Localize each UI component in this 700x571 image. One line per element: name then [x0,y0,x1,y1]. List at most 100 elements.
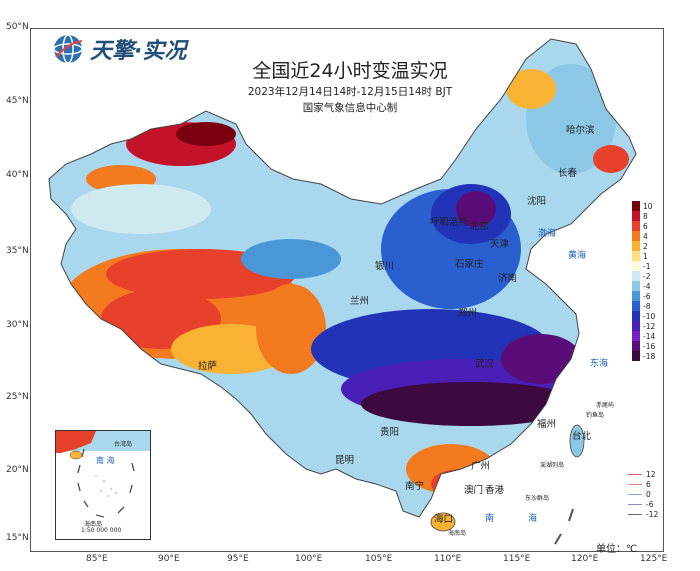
legend-label: -4 [643,281,651,291]
city-label: 昆明 [335,455,355,466]
lat-label: 40°N [6,170,29,180]
lon-label: 115°E [503,554,531,564]
city-label: 福州 [537,419,557,430]
city-label: 长春 [558,168,578,179]
inset-island-label: 海南岛 [84,521,103,528]
lat-label: 20°N [6,465,29,475]
sea-label: 黄海 [568,251,587,261]
line-legend: 12 6 0 -6 -12 [628,469,658,519]
city-label: 沈阳 [527,196,547,207]
south-china-sea-inset: 台湾岛 南 海 海南岛 1:50 000 000 [55,430,151,540]
legend-swatch [632,211,640,221]
legend-swatch [632,251,640,261]
line-legend-entry: -6 [628,499,658,509]
lon-label: 100°E [295,554,323,564]
lat-label: 30°N [6,320,29,330]
lat-label: 35°N [6,246,29,256]
sea-label: 渤海 [538,229,557,239]
line-legend-swatch [628,473,642,475]
legend-swatch [632,331,640,341]
line-legend-label: 12 [646,469,656,479]
lon-label: 120°E [571,554,599,564]
city-label: 南宁 [405,481,425,492]
lon-label: 85°E [86,554,108,564]
legend-entry: -1 [632,261,658,271]
unit-label: 单位：℃ [596,544,638,555]
lon-label: 110°E [434,554,462,564]
legend-swatch [632,341,640,351]
legend-swatch [632,311,640,321]
city-label: 澳门 [464,485,484,496]
legend-entry: -8 [632,301,658,311]
legend-swatch [632,321,640,331]
sea-label: 东海 [590,359,609,369]
organization: 国家气象信息中心制 [302,102,398,114]
legend-entry: 2 [632,241,658,251]
line-legend-entry: 6 [628,479,658,489]
island-label: 钓鱼岛 [586,412,605,419]
legend-entry: 8 [632,211,658,221]
legend-entry: -14 [632,331,658,341]
legend-swatch [632,281,640,291]
legend-swatch [632,231,640,241]
legend-label: -16 [643,341,656,351]
lon-label: 95°E [227,554,249,564]
legend-label: -6 [643,291,651,301]
city-label: 贵阳 [380,427,400,438]
line-legend-swatch [628,513,642,515]
legend-label: -12 [643,321,656,331]
legend-swatch [632,241,640,251]
inset-map [56,431,150,518]
lon-label: 105°E [365,554,393,564]
sea-label: 南 [485,514,495,524]
map-title: 全国近24小时变温实况 [252,60,448,82]
logo-text: 天擎·实况 [90,39,187,64]
inset-sea-label: 南 海 [96,456,115,465]
line-legend-swatch [628,483,642,485]
city-label: 银川 [375,261,395,272]
lon-label: 90°E [158,554,180,564]
legend-entry: -2 [632,271,658,281]
legend-entry: -6 [632,291,658,301]
legend-label: 2 [643,241,648,251]
line-legend-label: -12 [646,509,659,519]
city-label: 拉萨 [198,361,218,372]
lat-label: 25°N [6,392,29,402]
map-subtitle: 2023年12月14日14时-12月15日14时 BJT [247,86,453,98]
line-legend-label: 6 [646,479,651,489]
lat-label: 50°N [6,22,29,32]
legend-swatch [632,201,640,211]
city-label: 广州 [471,461,491,472]
lat-label: 45°N [6,96,29,106]
lat-label: 15°N [6,533,29,543]
legend-entry: -18 [632,351,658,361]
line-legend-entry: -12 [628,509,658,519]
legend-label: -2 [643,271,651,281]
color-legend: 10 8 6 4 2 1 -1 -2 -4 -6 -8 -10 -12 -14 -16 -18 [632,201,658,361]
legend-swatch [632,301,640,311]
legend-entry: 1 [632,251,658,261]
legend-label: -18 [643,351,656,361]
legend-swatch [632,351,640,361]
inset-scale: 1:50 000 000 [81,527,122,534]
legend-entry: -12 [632,321,658,331]
lon-label: 125°E [640,554,668,564]
city-label: 哈尔滨 [566,125,595,136]
legend-label: -1 [643,261,651,271]
city-label: 海口 [434,514,454,525]
legend-entry: 10 [632,201,658,211]
legend-entry: -16 [632,341,658,351]
line-legend-swatch [628,503,642,505]
legend-swatch [632,221,640,231]
hainan-island [430,512,456,532]
city-label: 北京 [470,221,490,232]
city-label: 石家庄 [455,259,484,270]
city-label: 香港 [485,485,505,496]
legend-label: 4 [643,231,648,241]
legend-label: 1 [643,251,648,261]
island-label: 赤尾屿 [596,402,615,409]
legend-entry: 4 [632,231,658,241]
legend-label: -10 [643,311,656,321]
city-label: 郑州 [458,308,478,319]
city-label: 兰州 [350,296,370,307]
